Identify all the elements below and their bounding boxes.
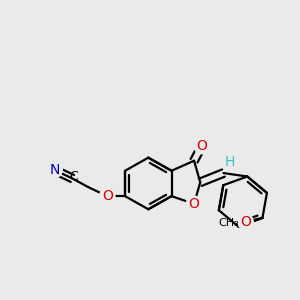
- Text: O: O: [189, 197, 200, 211]
- Text: O: O: [196, 139, 207, 153]
- Circle shape: [238, 214, 253, 230]
- Circle shape: [186, 196, 202, 212]
- Circle shape: [47, 162, 62, 178]
- Text: C: C: [70, 170, 78, 183]
- Text: N: N: [50, 163, 60, 177]
- Circle shape: [100, 188, 115, 204]
- Text: O: O: [240, 215, 251, 229]
- Text: O: O: [102, 189, 113, 203]
- Text: H: H: [224, 154, 235, 169]
- Circle shape: [223, 154, 237, 168]
- Circle shape: [194, 138, 210, 154]
- Text: CH₃: CH₃: [218, 218, 239, 228]
